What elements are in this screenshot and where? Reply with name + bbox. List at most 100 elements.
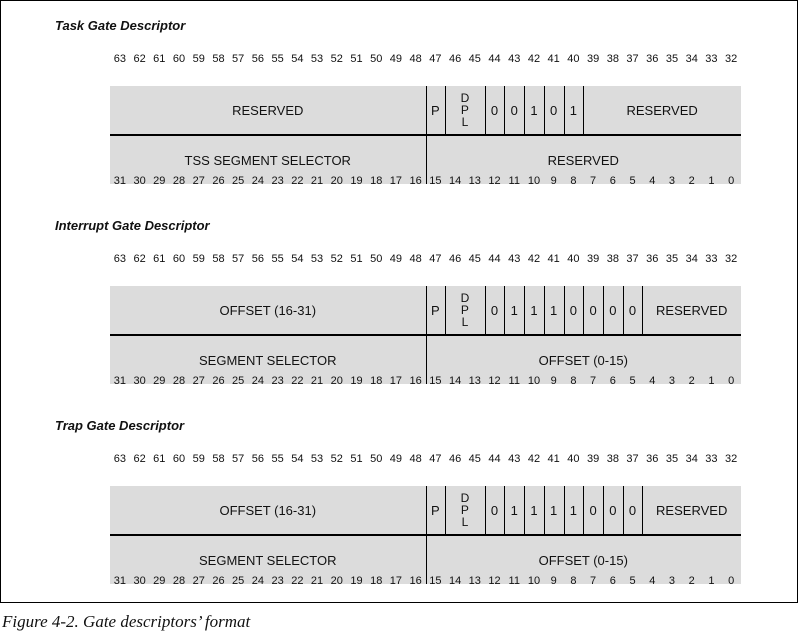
bit-number: 54 — [291, 253, 304, 265]
field-1: 1 — [504, 486, 524, 534]
bit-number: 35 — [665, 53, 679, 65]
field-divider — [583, 486, 585, 534]
lower-doubleword-row: SEGMENT SELECTOR OFFSET (0-15) — [110, 336, 741, 384]
bit-number: 25 — [232, 375, 245, 387]
bit-number: 25 — [232, 575, 245, 587]
bit-number: 50 — [370, 53, 383, 65]
bit-number: 30 — [133, 175, 146, 187]
bit-number: 5 — [629, 575, 636, 587]
bit-number: 35 — [665, 253, 679, 265]
bit-number: 19 — [350, 375, 363, 387]
bit-number: 6 — [609, 175, 616, 187]
bit-number: 2 — [688, 575, 695, 587]
bit-number: 9 — [550, 375, 557, 387]
high-bit-numbers: 63 62 61 60 59 58 57 56 55 54 53 52 51 50 49 48 47 46 45 44… — [110, 252, 741, 266]
bit-number: 3 — [668, 575, 676, 587]
bit-number: 2 — [688, 375, 695, 387]
field-label: 0 — [609, 502, 617, 518]
bit-number: 27 — [192, 375, 205, 387]
bit-number: 62 — [133, 53, 146, 65]
bit-number: 15 — [429, 175, 442, 187]
field-divider — [524, 86, 526, 134]
bit-number: 58 — [212, 453, 225, 465]
bit-number: 1 — [708, 575, 715, 587]
field-offset-0-15: OFFSET (0-15) — [426, 336, 742, 384]
bit-number: 60 — [172, 53, 186, 65]
bit-number: 7 — [590, 175, 597, 187]
bit-number: 15 — [429, 375, 442, 387]
bit-number: 25 — [232, 175, 245, 187]
bit-number: 59 — [192, 253, 205, 265]
field-label: P — [431, 502, 440, 518]
field-divider — [425, 486, 427, 534]
bit-number: 29 — [153, 375, 166, 387]
field-0: 0 — [583, 286, 603, 334]
field-label: P — [431, 302, 440, 318]
bit-number: 37 — [626, 253, 639, 265]
bit-number: 22 — [291, 175, 304, 187]
bit-number: 26 — [212, 175, 225, 187]
bit-number: 40 — [567, 253, 580, 265]
bit-number: 2 — [688, 175, 695, 187]
bit-number: 33 — [705, 53, 718, 65]
field-label: 0 — [490, 502, 499, 518]
bit-number: 0 — [728, 375, 735, 387]
field-1: 1 — [564, 486, 584, 534]
field-label: OFFSET (16-31) — [219, 302, 317, 318]
field-divider — [504, 286, 506, 334]
bit-number: 31 — [113, 575, 126, 587]
bit-number: 0 — [728, 575, 735, 587]
bit-number: 28 — [172, 175, 186, 187]
bit-number: 63 — [113, 253, 126, 265]
field-p: P — [426, 486, 446, 534]
bit-number: 24 — [251, 575, 265, 587]
field-label: 1 — [510, 302, 518, 318]
bit-number: 19 — [350, 175, 363, 187]
low-bit-numbers: 31 30 29 28 27 26 25 24 23 22 21 20 19 18 17 16 15 14 13 12… — [110, 174, 741, 188]
bit-number: 50 — [370, 253, 383, 265]
field-0: 0 — [603, 286, 623, 334]
bit-number: 10 — [527, 375, 541, 387]
bit-number: 59 — [192, 453, 205, 465]
bit-number: 62 — [133, 453, 146, 465]
bit-number: 42 — [527, 253, 541, 265]
upper-doubleword-row: OFFSET (16-31) P D P L 0 1 1 1 1 0 0 0 RESERVED — [110, 486, 741, 534]
field-reserved: RESERVED — [426, 136, 742, 184]
bit-number: 5 — [629, 375, 636, 387]
bit-number: 14 — [448, 375, 462, 387]
bit-number: 11 — [508, 175, 520, 187]
bit-number: 60 — [172, 453, 186, 465]
bit-number: 63 — [113, 53, 126, 65]
bit-number: 44 — [488, 53, 501, 65]
bit-number: 57 — [232, 253, 245, 265]
bit-number: 37 — [626, 53, 639, 65]
bit-number: 61 — [153, 253, 166, 265]
bit-number: 13 — [468, 375, 481, 387]
bit-number: 4 — [649, 575, 656, 587]
bit-number: 7 — [590, 375, 597, 387]
bit-number: 22 — [291, 375, 304, 387]
field-p: P — [426, 286, 446, 334]
bit-number: 9 — [550, 575, 557, 587]
bit-number: 53 — [310, 253, 324, 265]
bit-number: 53 — [310, 53, 324, 65]
bit-number: 24 — [251, 175, 265, 187]
bit-number: 20 — [330, 175, 343, 187]
bit-number: 40 — [567, 453, 580, 465]
field-label: RESERVED — [656, 302, 728, 318]
field-divider — [602, 486, 604, 534]
field-label: 0 — [510, 102, 518, 118]
bit-number: 39 — [586, 53, 600, 65]
field-tss-segment-selector: TSS SEGMENT SELECTOR — [110, 136, 426, 184]
bit-number: 51 — [350, 453, 363, 465]
bit-number: 5 — [629, 175, 636, 187]
bit-number: 0 — [728, 175, 735, 187]
bit-number: 42 — [527, 53, 541, 65]
field-offset-16-31: OFFSET (16-31) — [110, 486, 426, 534]
bit-number: 29 — [153, 175, 166, 187]
bit-number: 47 — [429, 253, 442, 265]
bit-number: 41 — [547, 53, 560, 65]
